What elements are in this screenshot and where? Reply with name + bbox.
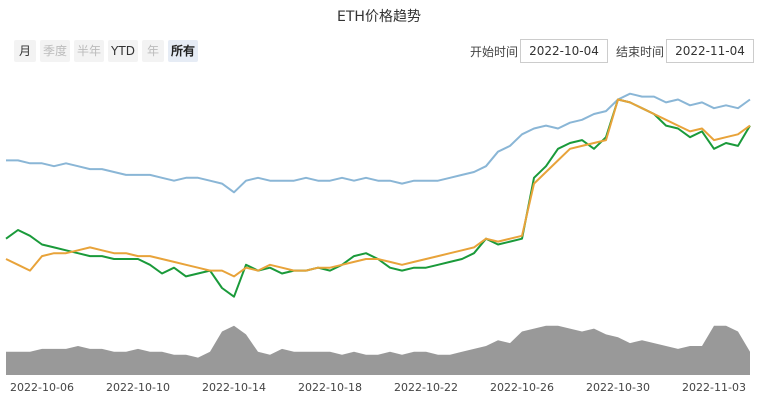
range-button[interactable]: YTD (108, 40, 138, 62)
price-line (6, 92, 751, 194)
x-tick-label: 2022-10-22 (394, 381, 458, 394)
x-tick-label: 2022-10-26 (490, 381, 554, 394)
volume-area (6, 325, 750, 375)
range-button[interactable]: 年 (142, 40, 164, 62)
x-tick-label: 2022-10-10 (106, 381, 170, 394)
x-tick-label: 2022-11-03 (682, 381, 746, 394)
x-tick-label: 2022-10-14 (202, 381, 266, 394)
start-label: 开始时间 (470, 45, 519, 59)
range-button[interactable]: 半年 (74, 40, 104, 62)
x-tick-label: 2022-10-30 (586, 381, 650, 394)
end-input[interactable]: 2022-11-04 (666, 39, 754, 63)
price-line (5, 98, 751, 278)
x-tick-label: 2022-10-18 (298, 381, 362, 394)
range-button[interactable]: 所有 (168, 40, 198, 62)
chart-title: ETH价格趋势 (337, 9, 421, 25)
start-input[interactable]: 2022-10-04 (520, 39, 608, 63)
price-line (5, 98, 751, 298)
x-tick-label: 2022-10-06 (10, 381, 74, 394)
end-label: 结束时间 (616, 45, 665, 59)
range-button[interactable]: 月 (14, 40, 36, 62)
range-button[interactable]: 季度 (40, 40, 70, 62)
